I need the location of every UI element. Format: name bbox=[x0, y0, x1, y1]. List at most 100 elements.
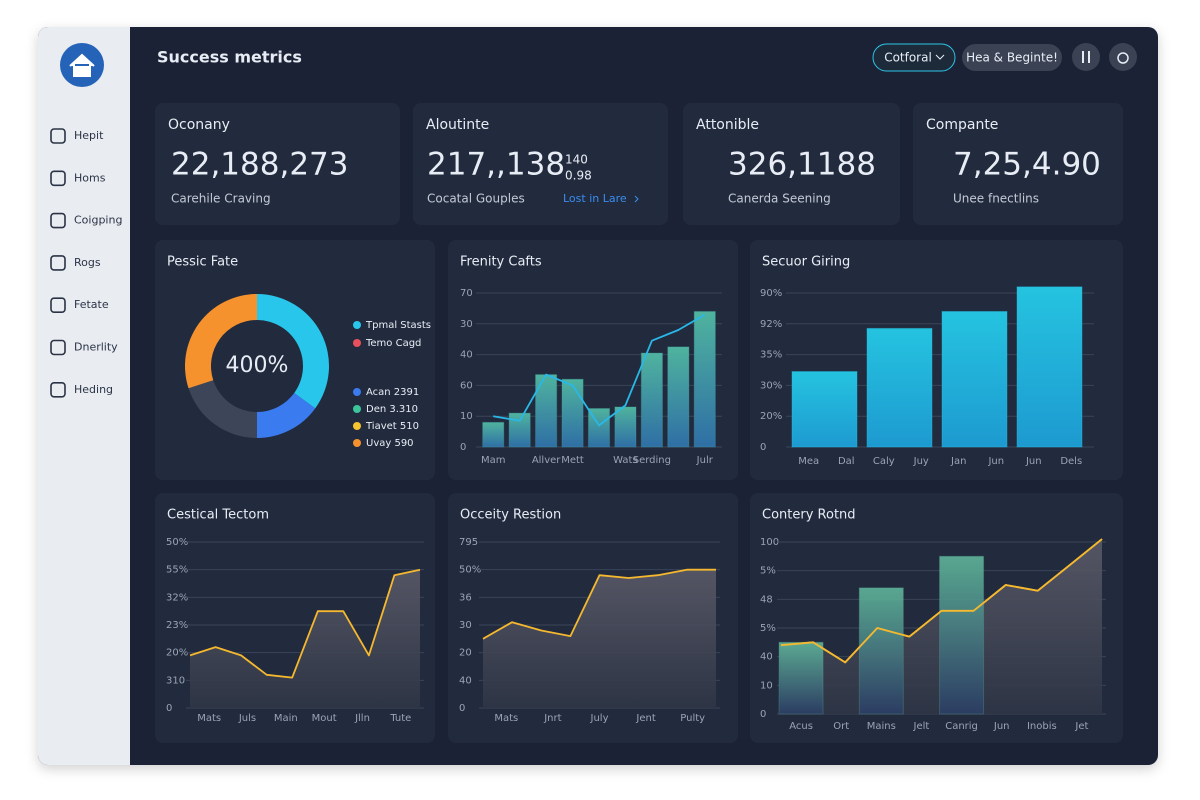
link-arrow bbox=[634, 195, 639, 203]
bar bbox=[508, 412, 531, 448]
y-tick-label: 48 bbox=[760, 594, 773, 605]
legend-swatch bbox=[353, 439, 361, 447]
x-tick-label: Main bbox=[274, 713, 298, 724]
stat-caption: Unee fnectlins bbox=[953, 192, 1039, 206]
y-tick-label: 0 bbox=[760, 442, 766, 453]
nav-icon bbox=[50, 212, 66, 229]
dropdown-button[interactable] bbox=[872, 43, 956, 72]
y-tick-label: 36 bbox=[459, 592, 472, 603]
stat-label: Attonible bbox=[696, 117, 759, 133]
stat-label: Aloutinte bbox=[426, 117, 489, 133]
x-tick-label: Tute bbox=[389, 713, 411, 724]
y-tick-label: 20 bbox=[459, 648, 472, 659]
nav-item: Dnerlity bbox=[74, 341, 118, 354]
x-tick-label: Ort bbox=[833, 721, 849, 732]
x-tick-label: Jun bbox=[1025, 456, 1042, 467]
stat-label: Oconany bbox=[168, 117, 230, 133]
legend-label: Tiavet 510 bbox=[365, 421, 419, 432]
stat-card bbox=[155, 103, 400, 225]
stat-value: 217,,138 bbox=[427, 147, 565, 183]
y-tick-label: 92% bbox=[760, 319, 782, 330]
area bbox=[190, 569, 420, 708]
y-tick-label: 0 bbox=[166, 703, 172, 714]
y-tick-label: 30 bbox=[460, 319, 473, 330]
stat-card bbox=[683, 103, 900, 225]
donut-slice bbox=[188, 380, 257, 438]
bar bbox=[866, 327, 933, 448]
line bbox=[780, 538, 1103, 664]
legend-label: Temo Cagd bbox=[365, 338, 421, 349]
x-tick-label: Dal bbox=[838, 456, 855, 467]
nav-item: Coigping bbox=[74, 214, 122, 227]
x-tick-label: Dels bbox=[1060, 456, 1082, 467]
y-tick-label: 60 bbox=[460, 380, 473, 391]
chart-title: Secuor Giring bbox=[762, 255, 850, 270]
y-tick-label: 40 bbox=[460, 350, 473, 361]
stat-caption: Cocatal Gouples bbox=[427, 192, 525, 206]
x-tick-label: Wats bbox=[613, 455, 638, 466]
x-tick-label: Mats bbox=[197, 713, 221, 724]
bar bbox=[1016, 286, 1083, 448]
x-tick-label: Jet bbox=[1074, 721, 1088, 732]
nav-item: Homs bbox=[74, 171, 106, 184]
x-tick-label: Julr bbox=[696, 455, 714, 466]
y-tick-label: 90% bbox=[760, 288, 782, 299]
x-tick-label: Juy bbox=[913, 456, 929, 467]
x-tick-label: Acus bbox=[789, 721, 813, 732]
y-tick-label: 32% bbox=[166, 592, 188, 603]
stat-value: 7,25,4.90 bbox=[953, 147, 1101, 183]
x-tick-label: Jun bbox=[987, 456, 1004, 467]
nav-icon bbox=[50, 128, 66, 144]
sidebar bbox=[38, 27, 130, 765]
donut-center-label: 400% bbox=[226, 353, 289, 378]
page-title: Success metrics bbox=[157, 48, 302, 67]
x-tick-label: Mout bbox=[312, 713, 337, 724]
nav-icon bbox=[50, 381, 66, 398]
stat-label: Compante bbox=[926, 117, 998, 133]
pause-button[interactable] bbox=[1072, 43, 1100, 71]
pause-icon bbox=[1082, 51, 1090, 63]
y-tick-label: 35% bbox=[760, 350, 782, 361]
stat-extra: 140 bbox=[565, 153, 588, 167]
x-tick-label: Juls bbox=[238, 713, 256, 724]
dropdown-label: Cotforal bbox=[884, 51, 932, 65]
y-tick-label: 70 bbox=[460, 288, 473, 299]
legend-label: Tpmal Stasts bbox=[365, 320, 431, 331]
stat-value: 326,1188 bbox=[728, 147, 876, 183]
donut-slice bbox=[184, 294, 257, 389]
bar bbox=[561, 378, 584, 448]
donut-slice bbox=[257, 294, 330, 409]
chart-title: Frenity Cafts bbox=[460, 255, 542, 270]
chart-title: Cestical Tectom bbox=[167, 508, 269, 523]
legend-label: Den 3.310 bbox=[366, 404, 418, 415]
nav-icon bbox=[50, 339, 66, 356]
settings-button[interactable] bbox=[1109, 43, 1137, 71]
chart-title: Occeity Restion bbox=[460, 508, 561, 523]
legend-swatch bbox=[353, 405, 361, 413]
x-tick-label: July bbox=[590, 713, 609, 724]
bar bbox=[640, 352, 663, 448]
legend-swatch bbox=[353, 339, 361, 347]
stat-value: 22,188,273 bbox=[171, 147, 349, 183]
y-tick-label: 795 bbox=[459, 537, 478, 548]
stat-caption: Carehile Craving bbox=[171, 192, 271, 206]
y-tick-label: 23% bbox=[166, 620, 188, 631]
bar bbox=[858, 587, 904, 715]
y-tick-label: 20% bbox=[166, 648, 188, 659]
logo[interactable] bbox=[60, 43, 104, 87]
stat-link: Lost in Lare bbox=[563, 192, 627, 205]
y-tick-label: 310 bbox=[166, 675, 185, 686]
y-tick-label: 10 bbox=[760, 680, 773, 691]
legend-swatch bbox=[353, 321, 361, 329]
x-tick-label: Caly bbox=[873, 456, 895, 467]
x-tick-label: Mett bbox=[561, 455, 584, 466]
line bbox=[493, 313, 706, 427]
y-tick-label: 5% bbox=[760, 566, 776, 577]
legend-swatch bbox=[353, 422, 361, 430]
x-tick-label: Jlln bbox=[354, 713, 370, 724]
x-tick-label: Jun bbox=[993, 721, 1010, 732]
legend-swatch bbox=[353, 388, 361, 396]
y-tick-label: 50% bbox=[166, 537, 188, 548]
stat-caption: Canerda Seening bbox=[728, 192, 831, 206]
action-button[interactable] bbox=[962, 44, 1062, 71]
